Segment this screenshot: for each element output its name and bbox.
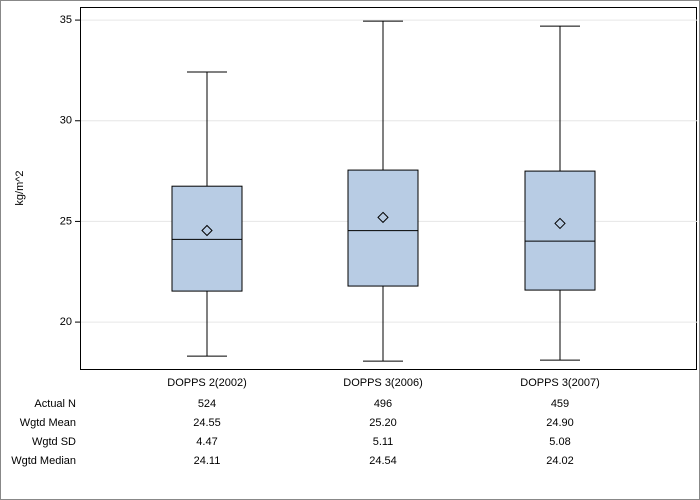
x-tick-label: DOPPS 3(2007): [520, 377, 599, 389]
table-cell: 5.08: [549, 436, 570, 448]
y-tick-label: 35: [60, 14, 72, 26]
row-label: Actual N: [34, 398, 76, 410]
box: [524, 170, 596, 291]
mean-marker: [554, 217, 566, 230]
table-cell: 24.54: [369, 455, 397, 467]
row-label: Wgtd SD: [32, 436, 76, 448]
row-label: Wgtd Median: [11, 455, 76, 467]
table-cell: 459: [551, 398, 569, 410]
plot-frame: [80, 7, 697, 370]
x-tick-label: DOPPS 2(2002): [167, 377, 246, 389]
table-cell: 524: [198, 398, 216, 410]
table-cell: 496: [374, 398, 392, 410]
table-cell: 24.11: [194, 455, 221, 467]
y-tick-label: 20: [60, 316, 72, 328]
y-tick-label: 30: [60, 115, 72, 127]
x-tick-label: DOPPS 3(2006): [343, 377, 422, 389]
box: [171, 185, 243, 292]
table-cell: 24.55: [193, 417, 221, 429]
y-tick-label: 25: [60, 215, 72, 227]
table-cell: 24.90: [546, 417, 574, 429]
mean-marker: [377, 211, 389, 224]
row-label: Wgtd Mean: [20, 417, 76, 429]
table-cell: 24.02: [546, 455, 574, 467]
table-cell: 5.11: [373, 436, 394, 448]
box: [347, 169, 419, 287]
table-cell: 25.20: [369, 417, 397, 429]
table-cell: 4.47: [196, 436, 217, 448]
mean-marker: [201, 224, 213, 237]
y-axis-label: kg/m^2: [14, 170, 26, 205]
